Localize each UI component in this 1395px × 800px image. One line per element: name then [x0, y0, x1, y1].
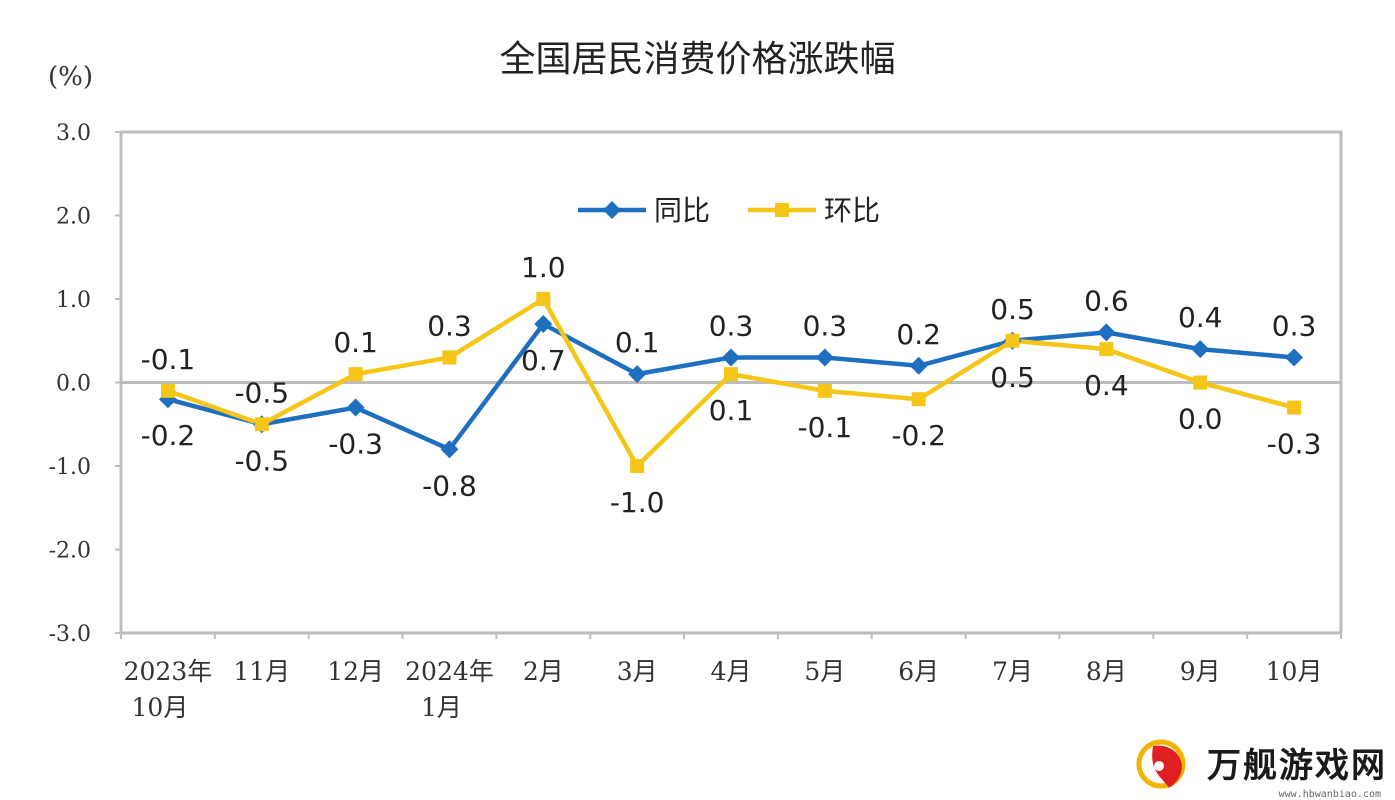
chart-title: 全国居民消费价格涨跌幅 — [499, 39, 896, 80]
data-point-yoy — [440, 440, 459, 459]
data-label-mom: 0.0 — [1178, 403, 1223, 436]
data-label-mom: 0.1 — [333, 326, 378, 359]
data-point-yoy — [1097, 323, 1116, 342]
legend-marker-yoy — [603, 201, 621, 219]
data-label-mom: -1.0 — [610, 486, 665, 519]
data-label-yoy: 0.4 — [1178, 301, 1223, 334]
data-point-mom — [1287, 400, 1302, 415]
y-tick-label: 3.0 — [56, 121, 91, 146]
data-label-mom: 0.5 — [990, 293, 1035, 326]
y-tick-label: 2.0 — [56, 205, 91, 230]
data-label-yoy: 0.2 — [896, 318, 941, 351]
data-point-mom — [348, 367, 363, 382]
data-label-yoy: 0.6 — [1084, 284, 1129, 317]
data-label-yoy: 0.7 — [521, 344, 566, 377]
y-tick-label: -2.0 — [49, 539, 91, 564]
data-point-mom — [911, 392, 926, 407]
data-label-yoy: -0.5 — [234, 444, 289, 477]
data-label-yoy: -0.2 — [141, 419, 196, 452]
data-label-mom: 0.1 — [709, 394, 754, 427]
x-tick-label: 7月 — [992, 657, 1033, 686]
data-point-mom — [254, 417, 269, 432]
data-label-mom: -0.1 — [141, 343, 196, 376]
data-point-yoy — [1285, 348, 1304, 367]
x-tick-label: 1月 — [421, 693, 462, 722]
data-point-mom — [817, 383, 832, 398]
data-label-mom: -0.1 — [798, 411, 853, 444]
x-tick-label: 6月 — [898, 657, 939, 686]
data-point-yoy — [909, 356, 928, 375]
watermark-text: 万舰游戏网 — [1207, 745, 1387, 786]
data-point-yoy — [346, 398, 365, 417]
data-label-mom: 0.4 — [1084, 369, 1129, 402]
data-point-mom — [442, 350, 457, 365]
legend-marker-mom — [775, 203, 789, 217]
data-point-mom — [1005, 333, 1020, 348]
data-point-mom — [724, 367, 738, 382]
data-label-yoy: 0.1 — [615, 326, 660, 359]
legend-label-yoy: 同比 — [654, 194, 710, 227]
data-point-yoy — [628, 365, 647, 384]
data-point-yoy — [1191, 340, 1210, 359]
data-point-yoy — [815, 348, 834, 367]
x-tick-label: 4月 — [711, 657, 752, 686]
x-tick-label: 10月 — [1266, 657, 1323, 686]
data-point-mom — [630, 459, 645, 473]
data-label-yoy: 0.3 — [709, 309, 754, 342]
watermark: 万舰游戏网 — [1131, 732, 1387, 792]
y-tick-label: -3.0 — [49, 622, 91, 647]
y-tick-label: 0.0 — [56, 372, 91, 397]
data-label-yoy: -0.3 — [328, 428, 383, 461]
data-point-yoy — [534, 315, 553, 334]
y-tick-label: 1.0 — [56, 288, 91, 313]
x-tick-label: 2月 — [523, 657, 564, 686]
data-point-mom — [536, 292, 551, 306]
data-label-yoy: 0.5 — [990, 361, 1035, 394]
x-tick-label: 2023年 — [124, 657, 213, 686]
data-label-mom: -0.5 — [234, 376, 289, 409]
data-point-yoy — [722, 348, 740, 367]
x-tick-label: 10月 — [132, 693, 189, 722]
data-label-mom: -0.2 — [891, 419, 946, 452]
data-label-yoy: 0.3 — [803, 309, 848, 342]
data-point-mom — [1193, 375, 1208, 390]
legend-label-mom: 环比 — [824, 194, 880, 227]
data-label-mom: -0.3 — [1267, 428, 1322, 461]
watermark-url: www.hbwanbiao.com — [1278, 789, 1381, 800]
data-label-yoy: 0.3 — [1272, 309, 1317, 342]
data-point-mom — [1099, 342, 1114, 357]
x-tick-label: 11月 — [233, 657, 290, 686]
x-tick-label: 8月 — [1086, 657, 1127, 686]
data-label-yoy: -0.8 — [422, 469, 477, 502]
y-tick-label: -1.0 — [49, 455, 91, 480]
x-tick-label: 2024年 — [405, 657, 494, 686]
x-tick-label: 9月 — [1180, 657, 1221, 686]
data-label-mom: 0.3 — [427, 309, 472, 342]
data-label-mom: 1.0 — [521, 251, 566, 284]
x-tick-label: 3月 — [617, 657, 658, 686]
x-tick-label: 5月 — [804, 657, 845, 686]
y-axis-unit: (%) — [48, 62, 93, 92]
x-tick-label: 12月 — [327, 657, 384, 686]
watermark-logo-icon — [1136, 739, 1186, 789]
data-point-mom — [160, 383, 175, 398]
